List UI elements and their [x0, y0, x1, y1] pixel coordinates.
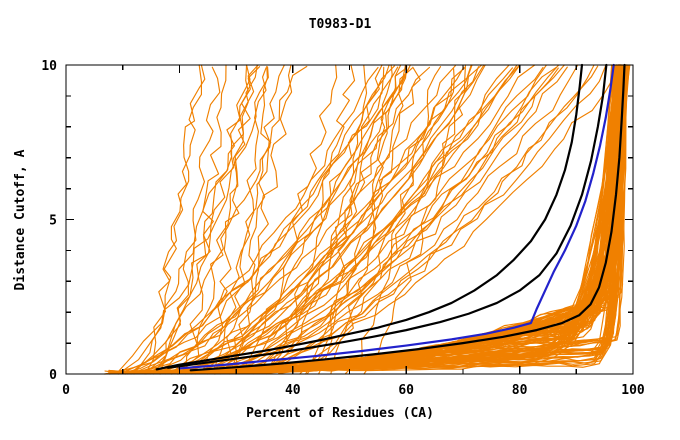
prediction-curve [305, 65, 408, 375]
prediction-curve [344, 66, 442, 375]
prediction-curve [144, 64, 203, 375]
prediction-curve [227, 65, 595, 375]
x-tick-label: 40 [285, 383, 301, 398]
prediction-curve [330, 64, 402, 374]
prediction-curve [244, 64, 627, 374]
prediction-curve [307, 66, 421, 374]
prediction-curve [190, 64, 547, 375]
reference-curve-best-black-1 [155, 63, 584, 371]
curves-layer [103, 63, 631, 375]
prediction-curve [117, 64, 390, 375]
prediction-curve [176, 66, 544, 375]
prediction-curve [146, 66, 465, 375]
prediction-curve [263, 66, 385, 374]
y-tick-label: 0 [49, 368, 57, 383]
prediction-curve [218, 67, 267, 372]
axis-ticks [65, 64, 634, 375]
prediction-curve [151, 66, 480, 373]
prediction-curve [194, 66, 558, 375]
y-tick-label: 10 [41, 59, 57, 74]
prediction-curve [212, 64, 285, 371]
reference-curve-reference-blue [178, 63, 615, 370]
prediction-curve [318, 64, 368, 375]
x-axis-label: Percent of Residues (CA) [246, 406, 434, 421]
prediction-curve [103, 66, 379, 375]
prediction-curve [363, 64, 467, 375]
prediction-curve [185, 64, 227, 375]
prediction-curve [264, 64, 356, 375]
prediction-curve [170, 64, 521, 375]
prediction-curve [207, 67, 559, 375]
prediction-curve [165, 64, 486, 375]
reference-curve-best-black-3 [189, 63, 626, 372]
prediction-curve [178, 66, 261, 375]
prediction-curve [230, 64, 407, 372]
axis-tick-labels: 0 20 40 60 80 100 0 5 10 [41, 59, 645, 398]
prediction-curve [201, 64, 249, 375]
prediction-curve [133, 64, 206, 375]
reference-curve-best-black-2 [166, 63, 608, 369]
x-tick-label: 80 [512, 383, 528, 398]
chart-title: T0983-D1 [309, 17, 372, 32]
x-tick-label: 60 [398, 383, 414, 398]
x-tick-label: 0 [62, 383, 70, 398]
prediction-curve [235, 65, 272, 375]
prediction-curve [265, 64, 393, 375]
y-tick-label: 5 [49, 214, 57, 229]
prediction-curve [143, 65, 251, 375]
prediction-curve [172, 67, 514, 373]
prediction-curve [237, 65, 623, 373]
prediction-curve [213, 64, 579, 375]
prediction-curve [127, 67, 410, 375]
x-tick-label: 20 [172, 383, 188, 398]
prediction-curve [302, 64, 483, 372]
prediction-curve [241, 64, 338, 372]
prediction-curve [104, 65, 395, 375]
prediction-curve [299, 68, 455, 375]
prediction-curve [153, 65, 258, 375]
y-axis-label: Distance Cutoff, A [13, 149, 28, 290]
x-tick-label: 100 [621, 383, 645, 398]
prediction-curve [199, 64, 565, 373]
